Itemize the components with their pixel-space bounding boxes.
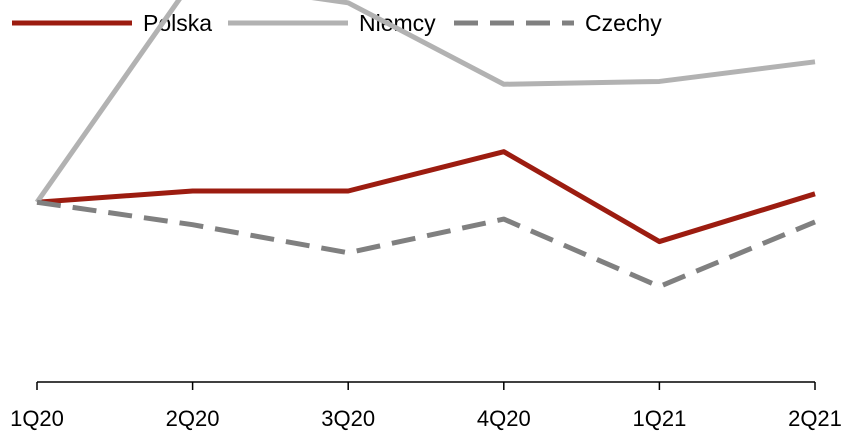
x-axis-ticks: 1Q20 2Q20 3Q20 4Q20 1Q21 2Q21	[10, 382, 842, 431]
x-tick-label-1Q21: 1Q21	[632, 406, 686, 431]
legend: Polska Niemcy Czechy	[12, 10, 662, 36]
x-tick-label-2Q21: 2Q21	[788, 406, 842, 431]
legend-label-czechy: Czechy	[585, 10, 662, 36]
x-tick-label-4Q20: 4Q20	[477, 406, 531, 431]
series-line-niemcy	[34, 0, 816, 204]
x-tick-label-2Q20: 2Q20	[166, 406, 220, 431]
series-line-czechy	[36, 199, 816, 289]
x-tick-label-1Q20: 1Q20	[10, 406, 64, 431]
x-tick-label-3Q20: 3Q20	[321, 406, 375, 431]
series-layer	[34, 0, 816, 289]
series-line-polska	[36, 149, 816, 245]
